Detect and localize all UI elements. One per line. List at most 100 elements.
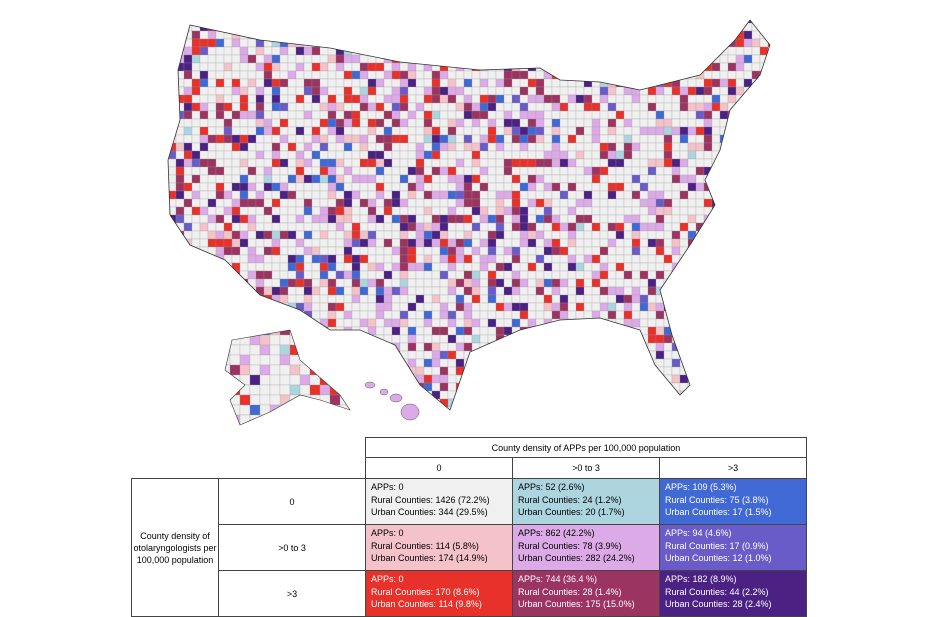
county: [687, 54, 697, 64]
county: [759, 342, 769, 352]
county: [303, 46, 313, 56]
county: [223, 118, 233, 128]
county: [671, 302, 681, 312]
county: [487, 214, 497, 224]
county: [359, 318, 369, 328]
county: [327, 174, 337, 184]
county: [231, 70, 241, 80]
county: [695, 294, 713, 304]
county: [271, 278, 281, 288]
county: [349, 344, 350, 356]
county: [327, 374, 345, 384]
county: [375, 366, 385, 376]
county: [263, 206, 273, 216]
county: [335, 190, 345, 200]
county: [551, 20, 561, 24]
county: [168, 118, 177, 128]
county: [639, 118, 649, 128]
county: [663, 150, 673, 160]
county: [199, 342, 209, 352]
county: [776, 143, 784, 151]
county: [695, 198, 705, 208]
county: [168, 94, 177, 104]
county: [543, 142, 553, 152]
county: [575, 134, 585, 144]
county: [519, 382, 529, 392]
county: [359, 398, 369, 408]
county: [511, 20, 521, 24]
county: [567, 262, 577, 272]
county: [255, 262, 265, 272]
county: [639, 46, 649, 56]
county: [687, 102, 697, 112]
county: [776, 31, 784, 39]
county: [631, 94, 641, 104]
county: [255, 62, 265, 72]
county: [319, 70, 329, 80]
county: [367, 142, 377, 152]
county: [511, 254, 521, 264]
county: [287, 70, 297, 80]
county: [703, 382, 721, 392]
county: [663, 238, 673, 248]
county: [168, 286, 177, 296]
county: [615, 54, 625, 64]
county: [423, 174, 433, 184]
county: [367, 22, 377, 32]
county: [295, 406, 305, 410]
county: [591, 238, 601, 248]
county: [255, 318, 265, 328]
county: [703, 310, 713, 320]
county: [759, 214, 770, 224]
county: [503, 54, 513, 64]
county: [623, 382, 641, 392]
county: [743, 30, 753, 40]
county: [423, 310, 433, 320]
county: [191, 254, 201, 264]
county: [229, 404, 241, 416]
county: [623, 398, 633, 408]
county: [463, 246, 473, 256]
county: [351, 22, 361, 32]
county: [207, 406, 217, 410]
county: [711, 390, 721, 400]
county: [559, 334, 577, 344]
county: [311, 94, 321, 104]
county: [719, 150, 729, 160]
county: [231, 166, 241, 176]
county: [399, 286, 409, 296]
county: [351, 254, 361, 264]
county: [759, 222, 769, 232]
county: [391, 294, 401, 304]
county: [575, 326, 585, 336]
county: [511, 54, 521, 64]
county: [776, 55, 784, 63]
county: [679, 46, 689, 56]
county: [383, 310, 393, 320]
county: [655, 222, 665, 232]
county: [399, 238, 409, 248]
county: [583, 158, 593, 168]
county: [168, 30, 169, 40]
county: [168, 262, 177, 272]
county: [399, 254, 409, 264]
county: [183, 134, 193, 144]
county: [231, 310, 241, 320]
county: [743, 190, 753, 200]
county: [743, 358, 761, 368]
county: [199, 294, 209, 304]
county: [647, 158, 657, 168]
county: [519, 190, 529, 200]
county: [743, 198, 753, 208]
county: [655, 238, 665, 248]
county: [249, 344, 261, 356]
county: [343, 22, 353, 32]
county: [423, 142, 433, 152]
county: [607, 286, 617, 296]
county: [343, 390, 353, 400]
county: [271, 38, 281, 48]
county: [223, 38, 233, 48]
county: [703, 254, 721, 264]
county: [511, 318, 521, 328]
county: [575, 254, 585, 264]
